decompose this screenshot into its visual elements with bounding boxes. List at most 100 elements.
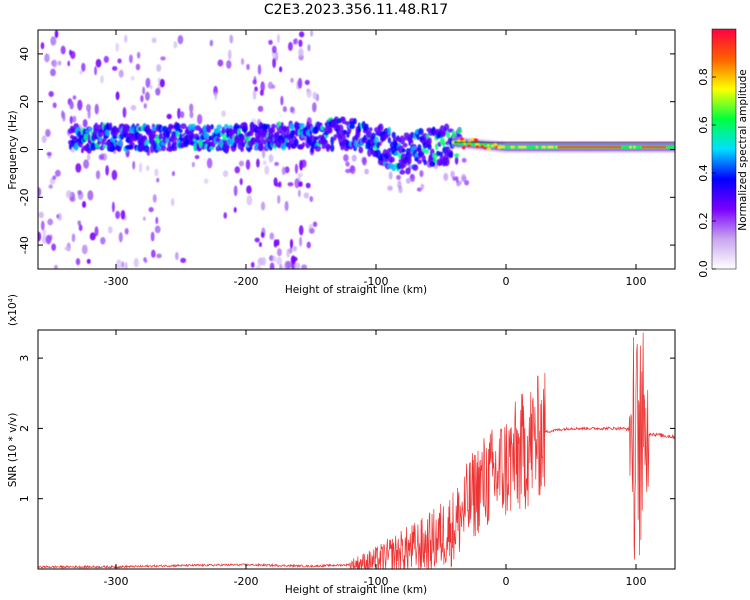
spectrogram-x-tick-label-0: -300 [104,275,129,288]
heat-cell-172 [234,166,241,174]
heat-cell-1087 [423,148,430,154]
heat-cell-168 [238,160,245,167]
heat-cell-148 [160,56,166,61]
heat-cell-1007 [387,126,392,135]
heat-cell-2 [77,220,82,226]
spectrogram-y-tick-label-2: 0 [18,146,31,153]
heat-cell-153 [173,41,178,49]
heat-cell-77 [95,170,101,180]
heat-cell-907 [338,124,344,133]
heat-cell-280 [287,41,293,51]
heat-cell-276 [269,262,275,269]
heat-cell-1013 [389,156,395,163]
heat-cell-805 [289,123,295,131]
snr-y-axis-label: SNR (10 * v/v) [7,413,19,488]
heat-cell-308 [443,172,449,181]
heat-cell-1103 [433,158,438,163]
heat-cell-533 [161,143,166,152]
colorbar-ticks: 0.0 0.2 0.4 0.6 0.8 [697,68,716,278]
heat-cell-134 [136,51,141,59]
heat-cell-417 [105,129,111,136]
heat-cell-251 [305,182,311,189]
heat-cell-961 [363,126,370,131]
snr-line-layer [38,332,675,569]
heat-cell-1071 [416,159,422,165]
heat-cell-551 [168,124,176,129]
heat-cell-314 [460,174,467,183]
heat-cell-1630 [493,143,498,147]
heat-cell-55 [70,148,75,153]
heat-cell-1632 [467,144,471,148]
heat-cell-151 [174,251,179,261]
heat-cell-204 [298,225,304,236]
heat-cell-160 [180,111,185,119]
snr-scale-label: (x10⁴) [7,294,19,326]
heat-cell-1627 [480,144,484,148]
heat-cell-1040 [402,142,408,148]
heat-cell-312 [455,176,459,183]
heat-cell-122 [154,225,161,234]
heat-cell-118 [135,63,141,71]
heat-cell-83 [121,261,125,268]
heat-cell-34 [65,190,72,199]
heat-cell-286 [290,77,294,83]
spectrogram-y-tick-label-3: 20 [18,95,31,109]
heat-cell-247 [271,45,277,54]
snr-background [38,330,675,569]
heat-cell-239 [297,77,303,89]
heat-cell-880 [324,143,331,150]
heat-cell-136 [132,160,136,170]
heat-cell-188 [233,185,238,197]
heat-cell-3 [81,62,86,72]
heat-cell-120 [143,102,147,109]
heat-cell-1128 [443,157,450,167]
heat-cell-1148 [454,156,459,165]
heat-cell-218 [306,88,312,98]
colorbar-tick-label-4: 0.8 [697,68,710,86]
heat-cell-786 [280,143,287,151]
heat-cell-293 [309,228,315,234]
heat-cell-58 [56,214,60,219]
heat-cell-271 [307,44,311,52]
heat-cell-56 [42,228,47,236]
heat-cell-183 [241,58,245,66]
heat-cell-179 [246,195,253,206]
heat-cell-237 [271,84,276,89]
heat-cell-107 [156,253,162,259]
heat-cell-157 [189,111,194,119]
heat-cell-68 [51,243,57,251]
heat-cell-21 [69,100,74,110]
heat-cell-859 [314,144,322,152]
heat-cell-208 [253,76,257,85]
snr-x-tick-label-3: 0 [503,575,510,588]
heat-cell-25 [77,190,82,196]
heat-cell-873 [321,139,329,145]
heat-cell-93 [94,226,99,237]
heat-cell-335 [398,185,403,194]
heat-cell-36 [86,258,91,264]
heat-cell-967 [367,148,372,157]
heat-cell-311 [387,185,393,191]
heat-cell-249 [288,247,293,254]
heat-cell-288 [285,260,292,269]
heat-cell-37 [50,36,57,46]
heat-cell-1073 [417,128,424,136]
spectrogram-y-tick-label-0: -40 [18,236,31,254]
heat-cell-145 [171,170,176,177]
heat-cell-349 [72,135,78,141]
heat-cell-1093 [427,137,432,145]
spectrogram-x-tick-label-4: 100 [626,275,647,288]
heat-cell-1034 [399,135,406,145]
spectrogram-x-tick-label-1: -200 [234,275,259,288]
heat-cell-63 [38,231,42,242]
heat-cell-259 [294,178,300,189]
heat-cell-730 [254,142,259,151]
heat-cell-1 [44,53,50,63]
heat-cell-1621 [467,140,472,144]
heat-cell-15 [77,99,83,111]
heat-cell-597 [190,123,197,131]
heat-cell-255 [259,89,264,96]
heat-cell-51 [72,95,77,100]
heat-cell-152 [170,198,175,207]
heat-cell-196 [260,201,266,211]
